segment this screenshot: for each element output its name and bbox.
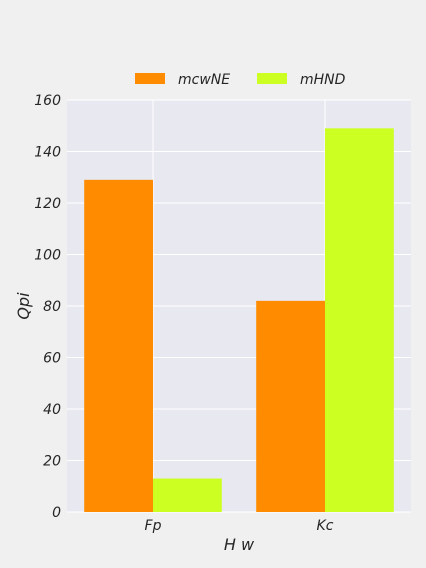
y-axis-ticks: 0 20 40 60 80 100 120 140 160 — [34, 93, 61, 521]
y-axis-title: Qpi — [14, 292, 33, 320]
bar-mHND-Fp — [153, 478, 222, 512]
y-tick-label: 100 — [34, 248, 61, 264]
bar-mcwNE-Kc — [256, 300, 325, 512]
legend-label-mcwNE: mcwNE — [178, 72, 230, 88]
y-tick-label: 160 — [34, 93, 61, 109]
bar-mHND-Kc — [325, 128, 394, 512]
x-tick-label: Fp — [145, 518, 162, 534]
y-tick-label: 80 — [43, 299, 61, 315]
bar-mcwNE-Fp — [84, 179, 153, 512]
legend-swatch-mcwNE — [135, 73, 165, 84]
y-tick-label: 140 — [34, 145, 61, 161]
legend: mcwNE mHND — [135, 72, 346, 88]
y-tick-label: 20 — [43, 454, 61, 470]
y-tick-label: 0 — [52, 505, 61, 521]
legend-swatch-mHND — [257, 73, 287, 84]
x-axis-ticks: Fp Kc — [145, 518, 334, 534]
bars — [84, 128, 394, 512]
y-tick-label: 40 — [43, 402, 61, 418]
legend-label-mHND: mHND — [300, 72, 346, 88]
x-tick-label: Kc — [317, 518, 334, 534]
y-tick-label: 120 — [34, 196, 61, 212]
x-axis-title: H w — [224, 535, 255, 554]
y-tick-label: 60 — [43, 351, 61, 367]
